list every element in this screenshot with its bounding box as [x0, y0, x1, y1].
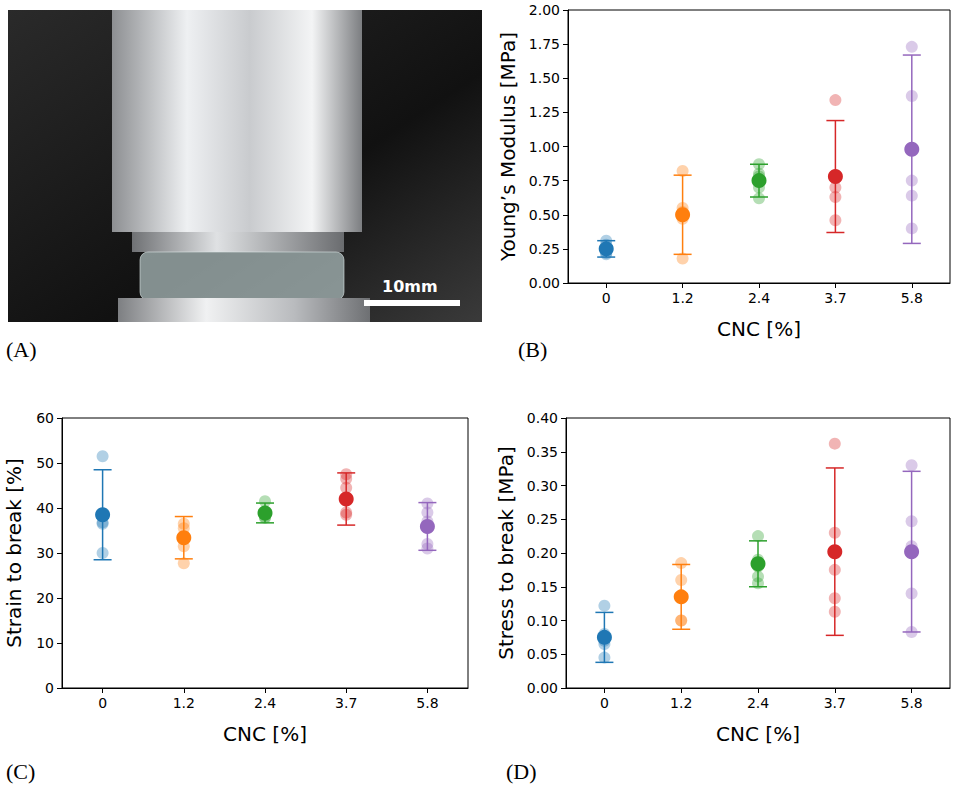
- svg-text:10: 10: [36, 635, 54, 651]
- svg-text:0.15: 0.15: [527, 579, 558, 595]
- svg-text:20: 20: [36, 590, 54, 606]
- svg-text:1.2: 1.2: [670, 695, 692, 711]
- svg-text:0.25: 0.25: [527, 511, 558, 527]
- svg-text:2.00: 2.00: [529, 2, 560, 18]
- svg-text:2.4: 2.4: [254, 695, 276, 711]
- svg-text:0.00: 0.00: [529, 275, 560, 291]
- svg-text:5.8: 5.8: [900, 695, 922, 711]
- svg-text:Strain to break [%]: Strain to break [%]: [2, 458, 26, 648]
- svg-text:0: 0: [602, 290, 611, 306]
- svg-text:50: 50: [36, 455, 54, 471]
- svg-text:0.30: 0.30: [527, 478, 558, 494]
- svg-text:Stress to break [MPa]: Stress to break [MPa]: [494, 446, 518, 660]
- svg-text:0.10: 0.10: [527, 613, 558, 629]
- svg-text:5.8: 5.8: [416, 695, 438, 711]
- svg-text:0.35: 0.35: [527, 444, 558, 460]
- svg-text:2.4: 2.4: [747, 695, 769, 711]
- svg-text:0.00: 0.00: [527, 680, 558, 696]
- svg-text:1.00: 1.00: [529, 139, 560, 155]
- svg-text:1.2: 1.2: [671, 290, 693, 306]
- svg-text:1.50: 1.50: [529, 70, 560, 86]
- svg-text:30: 30: [36, 545, 54, 561]
- svg-text:1.25: 1.25: [529, 104, 560, 120]
- svg-text:CNC [%]: CNC [%]: [717, 317, 801, 341]
- svg-text:0.20: 0.20: [527, 545, 558, 561]
- svg-text:CNC [%]: CNC [%]: [716, 722, 800, 746]
- svg-text:0.50: 0.50: [529, 207, 560, 223]
- svg-text:CNC [%]: CNC [%]: [223, 722, 307, 746]
- svg-text:1.2: 1.2: [173, 695, 195, 711]
- svg-text:1.75: 1.75: [529, 36, 560, 52]
- svg-text:0: 0: [98, 695, 107, 711]
- svg-text:3.7: 3.7: [335, 695, 357, 711]
- svg-text:Young’s Modulus [MPa]: Young’s Modulus [MPa]: [496, 32, 520, 262]
- svg-text:5.8: 5.8: [901, 290, 923, 306]
- svg-text:0.05: 0.05: [527, 646, 558, 662]
- svg-text:0.75: 0.75: [529, 173, 560, 189]
- svg-text:0.40: 0.40: [527, 410, 558, 426]
- svg-text:3.7: 3.7: [824, 290, 846, 306]
- svg-text:60: 60: [36, 410, 54, 426]
- svg-text:0: 0: [600, 695, 609, 711]
- svg-text:(B): (B): [518, 337, 547, 362]
- svg-text:(C): (C): [6, 759, 35, 784]
- svg-text:0.25: 0.25: [529, 241, 560, 257]
- svg-text:2.4: 2.4: [748, 290, 770, 306]
- svg-text:3.7: 3.7: [824, 695, 846, 711]
- svg-text:10mm: 10mm: [382, 277, 438, 296]
- svg-text:(A): (A): [6, 337, 37, 362]
- svg-text:40: 40: [36, 500, 54, 516]
- svg-text:(D): (D): [506, 759, 537, 784]
- svg-text:0: 0: [45, 680, 54, 696]
